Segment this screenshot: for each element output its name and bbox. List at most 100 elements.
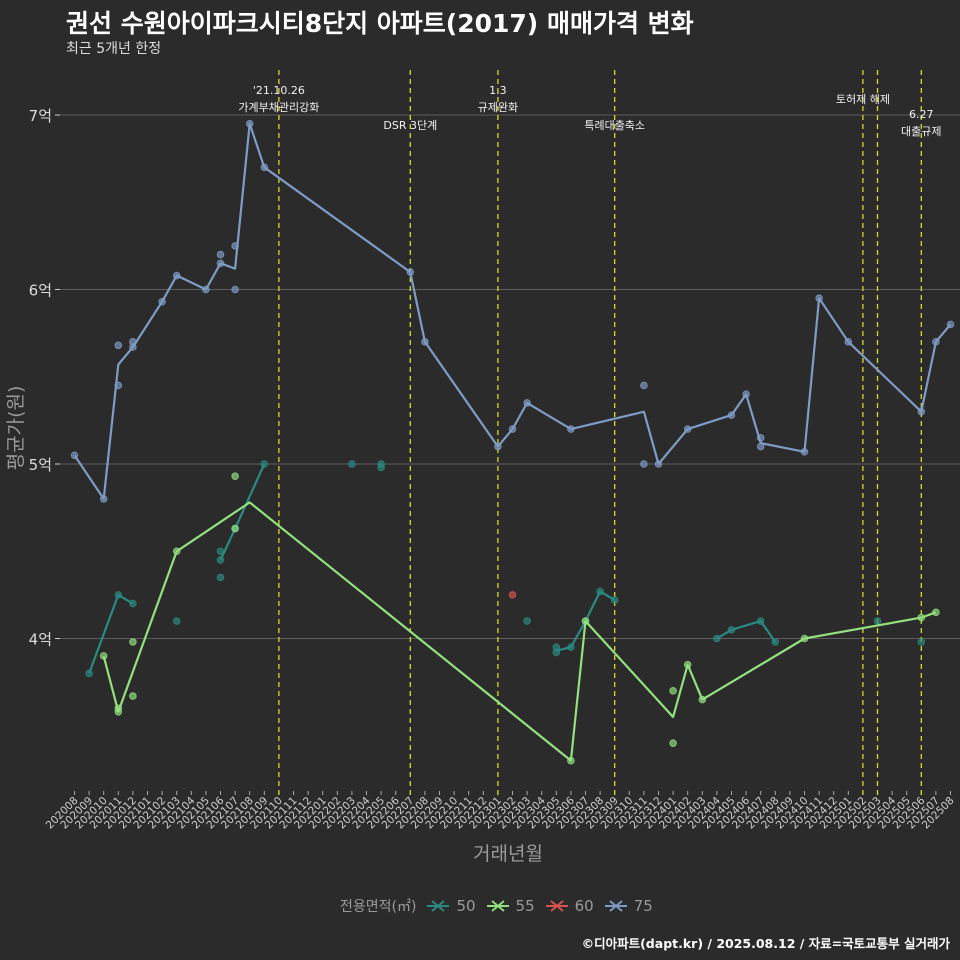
y-tick-label: 4억 — [29, 631, 52, 649]
data-point-75 — [756, 442, 765, 451]
data-point-50 — [260, 460, 269, 468]
data-point-75 — [727, 411, 736, 419]
legend-label-50: 50 — [456, 897, 476, 915]
data-point-75 — [406, 268, 415, 276]
chart-subtitle: 최근 5개년 한정 — [66, 41, 162, 57]
data-point-75 — [640, 460, 648, 468]
legend-label-55: 55 — [515, 897, 535, 915]
data-point-55 — [800, 634, 809, 643]
data-point-75 — [260, 163, 269, 172]
data-point-50 — [727, 625, 736, 634]
data-point-75 — [508, 425, 517, 433]
legend-key-55 — [486, 900, 509, 912]
data-point-75 — [946, 320, 955, 329]
series-line-75 — [73, 122, 952, 500]
legend-key-75 — [604, 900, 627, 912]
data-point-75 — [216, 259, 225, 268]
data-point-75 — [654, 460, 663, 468]
data-point-55 — [172, 547, 181, 556]
data-point-55 — [698, 695, 707, 704]
y-tick-label: 7억 — [29, 107, 52, 125]
event-label: 가계부채관리강화 — [238, 101, 319, 114]
data-point-75 — [231, 285, 239, 294]
data-point-55 — [129, 638, 137, 646]
legend-label-60: 60 — [574, 897, 594, 915]
data-point-75 — [640, 381, 648, 390]
data-point-50 — [216, 556, 225, 564]
data-point-55 — [114, 704, 123, 713]
data-point-50 — [567, 643, 575, 652]
data-point-60 — [508, 591, 517, 599]
data-point-75 — [114, 341, 123, 350]
series-line-50 — [716, 620, 777, 643]
data-point-55 — [567, 756, 575, 765]
legend-key-50 — [427, 900, 450, 912]
data-point-50 — [348, 460, 356, 468]
event-label: 대출규제 — [901, 125, 941, 138]
data-point-75 — [756, 434, 765, 442]
legend-item-60: 60 — [545, 897, 594, 915]
data-point-50 — [713, 634, 721, 643]
data-point-50 — [873, 617, 882, 625]
y-axis-title: 평균가(원) — [5, 386, 27, 471]
data-point-75 — [800, 447, 809, 456]
data-point-75 — [494, 442, 502, 451]
event-label: 6.27 — [909, 108, 934, 121]
series-line-50 — [88, 593, 134, 674]
data-point-55 — [129, 692, 137, 700]
data-point-55 — [932, 608, 940, 617]
event-label: 규제완화 — [478, 101, 518, 114]
data-point-50 — [610, 596, 619, 604]
chart-title: 권선 수원아이파크시티8단지 아파트(2017) 매매가격 변화 — [66, 9, 694, 38]
series-line-50 — [219, 463, 266, 561]
data-point-55 — [99, 652, 108, 660]
source-caption: ©디아파트(dapt.kr) / 2025.08.12 / 자료=국토교통부 실… — [581, 936, 950, 951]
data-point-75 — [844, 338, 853, 346]
data-point-50 — [216, 573, 225, 582]
event-label: 1.3 — [489, 84, 507, 97]
legend-item-55: 55 — [486, 897, 535, 915]
data-point-75 — [202, 285, 210, 294]
data-point-75 — [567, 425, 575, 433]
data-point-50 — [756, 617, 765, 625]
event-label: 토허제 해제 — [836, 92, 890, 106]
data-point-75 — [683, 425, 692, 433]
data-point-75 — [245, 119, 254, 128]
data-point-75 — [932, 338, 940, 346]
data-point-55 — [581, 617, 590, 625]
data-point-75 — [216, 250, 225, 259]
data-point-50 — [129, 599, 137, 608]
data-point-55 — [669, 739, 677, 748]
data-point-75 — [158, 297, 166, 306]
data-point-50 — [114, 591, 123, 599]
data-point-75 — [70, 451, 79, 460]
event-label: DSR 3단계 — [383, 119, 437, 132]
data-point-75 — [742, 390, 750, 399]
data-point-55 — [231, 524, 239, 533]
legend-title: 전용면적(㎡) — [340, 899, 417, 915]
series-line-55 — [102, 501, 937, 762]
data-point-75 — [231, 242, 239, 250]
data-point-55 — [669, 687, 677, 695]
data-point-75 — [172, 271, 181, 280]
data-point-50 — [596, 587, 604, 596]
data-point-55 — [683, 660, 692, 669]
data-point-55 — [917, 613, 926, 622]
y-tick-label: 5억 — [29, 456, 52, 474]
y-tick-label: 6억 — [29, 282, 52, 300]
legend-item-50: 50 — [426, 897, 476, 915]
data-point-75 — [99, 495, 108, 503]
data-point-50 — [172, 617, 181, 625]
event-label: 특례대출축소 — [584, 119, 645, 132]
legend-label-75: 75 — [633, 897, 653, 915]
legend-key-60 — [545, 900, 568, 912]
data-point-75 — [114, 381, 123, 390]
legend: 전용면적(㎡) 50 55 60 — [340, 896, 663, 916]
event-label: '21.10.26 — [253, 84, 305, 97]
data-point-75 — [815, 294, 823, 303]
data-point-50 — [216, 547, 225, 556]
data-point-75 — [129, 343, 137, 351]
data-point-55 — [231, 472, 239, 481]
